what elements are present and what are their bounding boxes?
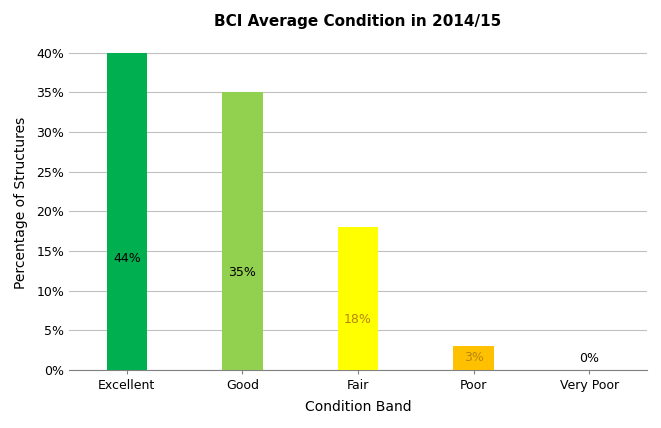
- Text: 0%: 0%: [579, 352, 600, 365]
- Title: BCI Average Condition in 2014/15: BCI Average Condition in 2014/15: [214, 14, 502, 29]
- Text: 44%: 44%: [113, 253, 141, 265]
- Y-axis label: Percentage of Structures: Percentage of Structures: [14, 117, 28, 289]
- Text: 35%: 35%: [229, 266, 256, 279]
- Text: 18%: 18%: [344, 313, 372, 326]
- Bar: [106, 53, 147, 370]
- Bar: [338, 227, 378, 370]
- Bar: [222, 92, 262, 370]
- Bar: [453, 346, 494, 370]
- Text: 3%: 3%: [464, 351, 484, 364]
- X-axis label: Condition Band: Condition Band: [305, 400, 411, 414]
